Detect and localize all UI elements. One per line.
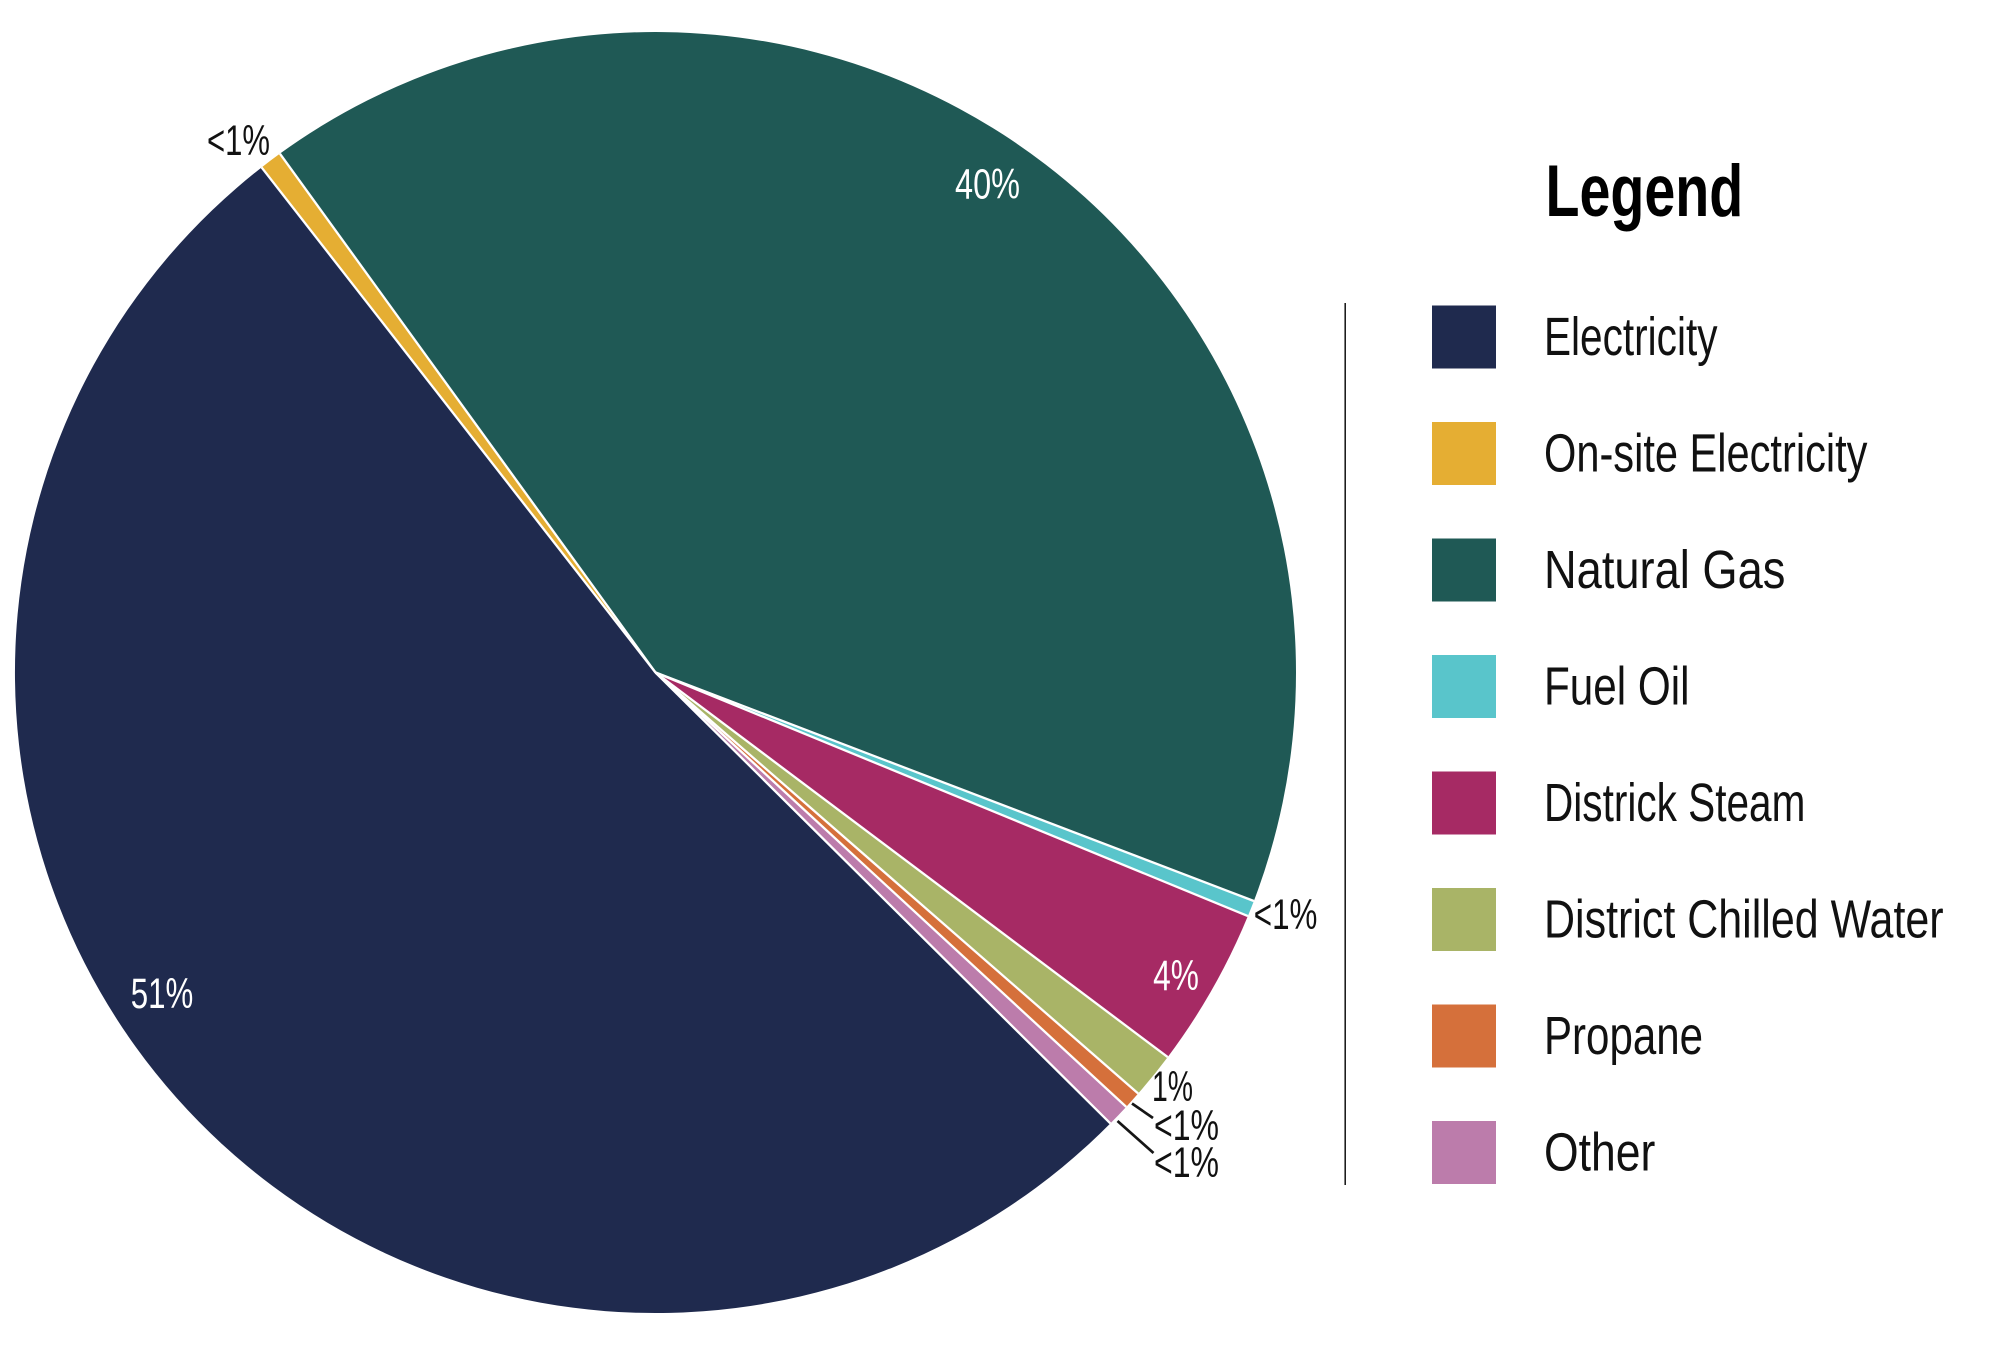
- svg-text:40%: 40%: [955, 161, 1020, 208]
- svg-text:Natural Gas: Natural Gas: [1544, 539, 1785, 600]
- svg-text:Districk Steam: Districk Steam: [1544, 774, 1805, 834]
- svg-text:4%: 4%: [1153, 951, 1199, 999]
- svg-text:Electricity: Electricity: [1544, 308, 1718, 368]
- svg-text:<1%: <1%: [1154, 1140, 1219, 1188]
- svg-text:Propane: Propane: [1544, 1006, 1703, 1066]
- svg-text:<1%: <1%: [1254, 890, 1318, 938]
- svg-text:District Chilled Water: District Chilled Water: [1544, 890, 1944, 950]
- svg-text:1%: 1%: [1152, 1062, 1193, 1110]
- svg-text:<1%: <1%: [1154, 1103, 1219, 1151]
- svg-text:Other: Other: [1544, 1122, 1655, 1182]
- svg-text:51%: 51%: [131, 969, 193, 1017]
- svg-text:Fuel Oil: Fuel Oil: [1544, 657, 1689, 717]
- svg-text:Legend: Legend: [1546, 150, 1744, 232]
- svg-text:On-site Electricity: On-site Electricity: [1544, 423, 1867, 484]
- svg-text:<1%: <1%: [207, 116, 270, 164]
